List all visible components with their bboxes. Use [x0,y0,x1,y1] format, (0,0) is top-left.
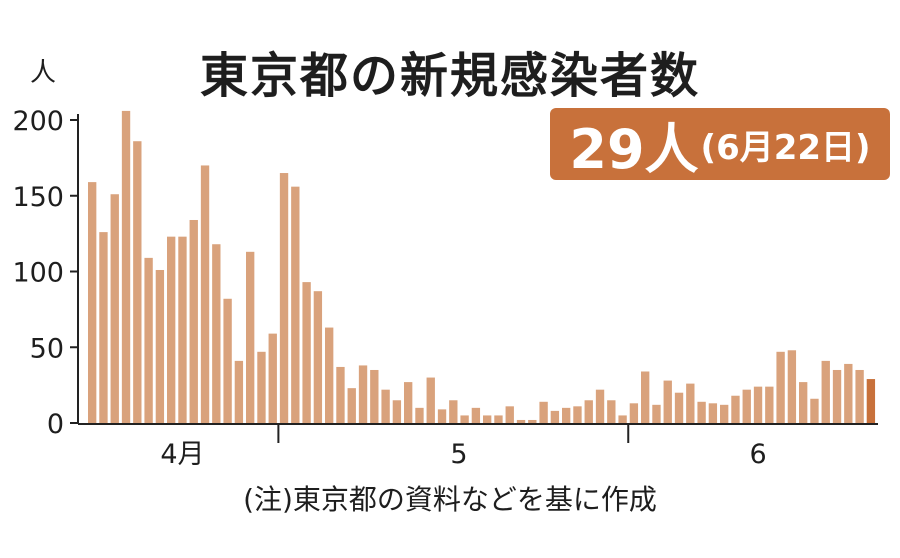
bar [686,383,695,423]
bar [291,186,300,423]
bar [471,407,481,423]
bar [460,415,469,423]
bar [629,403,639,423]
highlight-bar [866,379,876,423]
bar [539,401,548,423]
bar [246,251,255,423]
bar [392,400,402,423]
bar [855,369,864,423]
chart-title: 東京都の新規感染者数 [199,48,700,104]
x-tick-label: 6 [749,439,766,470]
bar [765,386,774,423]
bar [810,398,819,423]
bar [528,419,537,423]
bar [832,369,842,423]
bar [99,232,108,423]
bar [753,386,763,423]
bar [720,404,729,423]
y-tick-label: 0 [47,409,64,440]
bar [279,173,289,423]
bar [799,382,808,423]
y-axis-unit: 人 [30,58,57,88]
bar [607,400,616,423]
bar [212,244,221,423]
bar [88,182,97,423]
bar [200,165,210,423]
bar [562,407,571,423]
bar [483,415,492,423]
bar [370,369,379,423]
bar [155,269,165,423]
bar [381,389,390,423]
bar [325,327,334,423]
bar [336,366,345,423]
bar [641,371,650,423]
bar [550,410,560,423]
bar [584,400,593,423]
bar [708,403,718,423]
bar [573,406,582,423]
bar [844,363,853,423]
bar [674,392,684,423]
bar [595,389,605,423]
bar [494,415,503,423]
bar [449,400,458,423]
bar [268,333,277,423]
bar [313,291,323,423]
bar [821,360,830,423]
bar [358,365,368,423]
bar [404,382,413,423]
bar [731,395,740,423]
latest-count-value: 29人 [569,117,699,181]
bar [415,407,424,423]
bar [663,380,672,423]
bar [110,194,119,423]
bar [121,110,131,423]
source-note: (注)東京都の資料などを基に作成 [243,483,657,516]
bar [178,236,187,423]
bar [347,388,356,423]
bar [189,219,198,423]
bar [257,351,266,423]
bar [144,257,153,423]
y-tick-label: 100 [12,258,64,289]
x-tick-label: 4月 [160,439,204,470]
latest-count-date: (6月22日) [700,127,871,168]
y-tick-label: 150 [12,182,64,213]
bar [516,419,526,423]
y-tick-label: 200 [12,106,64,137]
x-tick-label: 5 [450,439,467,470]
bar [223,298,232,423]
bar [505,406,514,423]
latest-count-badge: 29人 (6月22日) [550,108,890,181]
bar [234,360,244,423]
y-tick-label: 50 [30,333,64,364]
bar [167,236,176,423]
bar [742,389,751,423]
bar [437,409,447,423]
bar [426,377,435,423]
bar [618,415,627,423]
bar [776,351,785,423]
bar [787,350,797,423]
bar [302,282,311,423]
bar [133,141,142,423]
bar [652,404,661,423]
bar [697,401,706,423]
